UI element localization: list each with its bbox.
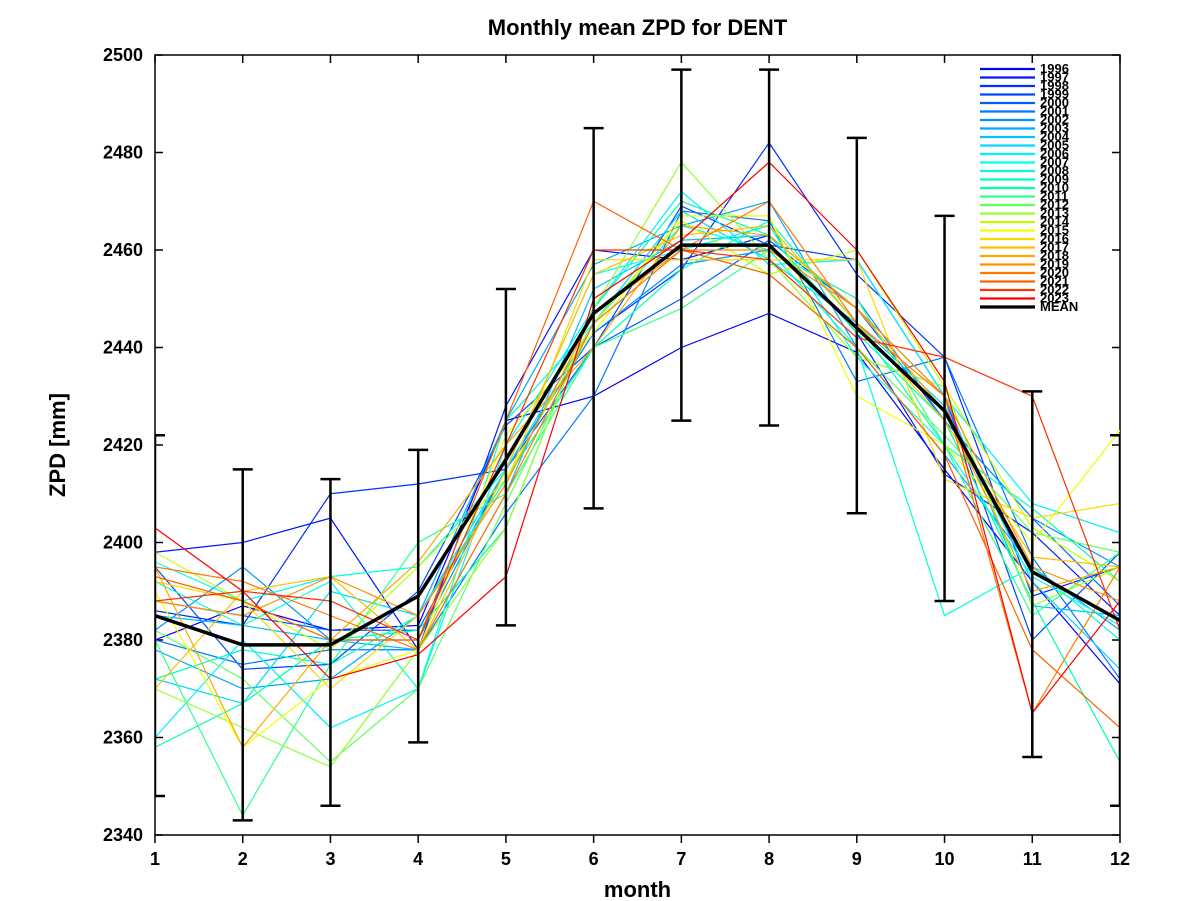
xtick-label: 9 (852, 849, 862, 869)
ytick-label: 2500 (103, 45, 143, 65)
ytick-label: 2440 (103, 338, 143, 358)
xtick-label: 3 (325, 849, 335, 869)
chart-title: Monthly mean ZPD for DENT (488, 15, 788, 40)
xtick-label: 4 (413, 849, 423, 869)
xtick-label: 6 (589, 849, 599, 869)
ytick-label: 2360 (103, 728, 143, 748)
ytick-label: 2420 (103, 435, 143, 455)
ytick-label: 2380 (103, 630, 143, 650)
ytick-label: 2480 (103, 143, 143, 163)
ytick-label: 2460 (103, 240, 143, 260)
ytick-label: 2340 (103, 825, 143, 845)
xtick-label: 12 (1110, 849, 1130, 869)
chart-svg: 1234567891011122340236023802400242024402… (0, 0, 1201, 901)
xtick-label: 11 (1023, 849, 1042, 869)
ylabel: ZPD [mm] (45, 393, 70, 497)
legend-label-mean: MEAN (1040, 299, 1078, 314)
ytick-label: 2400 (103, 533, 143, 553)
xtick-label: 10 (935, 849, 955, 869)
xtick-label: 1 (150, 849, 160, 869)
xtick-label: 7 (676, 849, 686, 869)
xlabel: month (604, 877, 671, 901)
xtick-label: 8 (764, 849, 774, 869)
xtick-label: 2 (238, 849, 248, 869)
chart-container: 1234567891011122340236023802400242024402… (0, 0, 1201, 901)
xtick-label: 5 (501, 849, 511, 869)
